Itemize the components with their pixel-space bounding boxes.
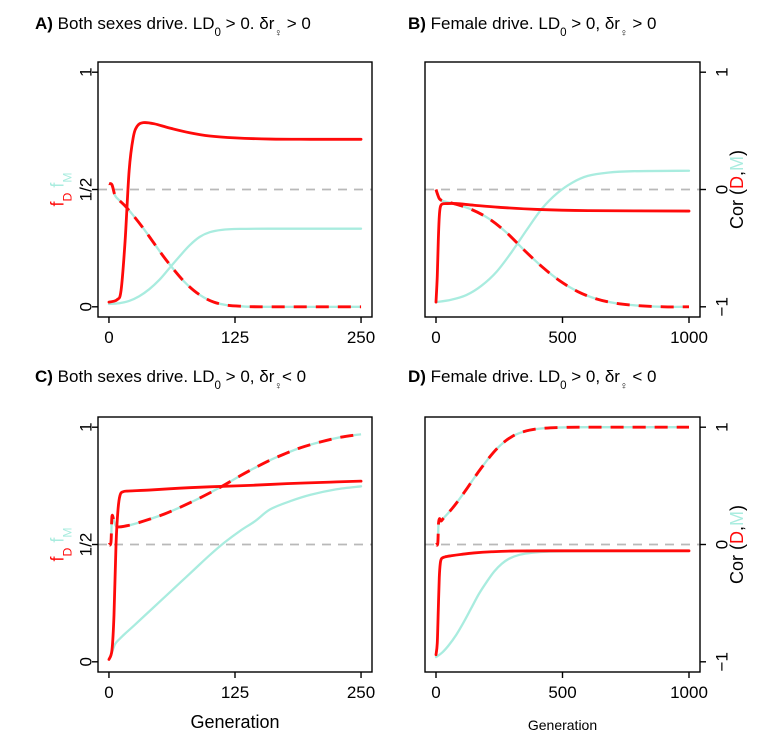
panel-c-title: C) Both sexes drive. LD0 > 0, δr♀< 0 [35, 367, 307, 393]
x-tick-label: 1000 [670, 328, 708, 347]
curve-fd [434, 549, 691, 657]
plot-border [424, 416, 701, 673]
left-axis-label-row1: fD fM [47, 172, 75, 207]
panel-d-plot: 0 500 1000 −1 0 1 [424, 416, 732, 702]
x-tick-label: 250 [347, 328, 375, 347]
curve-fd [107, 121, 363, 304]
y-tick-label: 1 [713, 67, 732, 76]
panel-a-letter: A) [35, 14, 53, 33]
curve-fm [434, 169, 691, 304]
x-axis-label-d: Generation [527, 717, 598, 733]
x-tick-label: 0 [431, 683, 440, 702]
correlation-curve-dashed [108, 182, 362, 309]
y-tick-label: 1 [713, 422, 732, 431]
y-tick-label: 0 [77, 657, 96, 666]
correlation-curve-underlay [434, 189, 690, 309]
y-tick-label: 0 [77, 302, 96, 311]
panel-d-title: D) Female drive. LD0 > 0, δr♀ < 0 [408, 367, 657, 393]
correlation-curve-underlay [434, 426, 690, 547]
curve-fm [107, 485, 363, 661]
left-axis-label-row2: fD fM [47, 527, 75, 562]
y-tick-label: 0 [713, 540, 732, 549]
curves-group [434, 169, 691, 309]
correlation-curve-underlay [108, 182, 362, 308]
x-tick-label: 500 [548, 683, 576, 702]
x-tick-label: 250 [347, 683, 375, 702]
y-tick-label: 1/2 [77, 533, 96, 557]
panel-b-plot: 0 500 1000 −1 0 1 [424, 61, 732, 347]
y-tick-label: 1/2 [77, 178, 96, 202]
panel-c-letter: C) [35, 367, 53, 386]
curve-fd [107, 479, 363, 661]
panel-b-letter: B) [408, 14, 426, 33]
curves-group [107, 121, 363, 309]
x-tick-label: 125 [221, 328, 249, 347]
curves-group [107, 432, 363, 661]
panel-c-plot: 0 125 250 0 1/2 1 [77, 416, 375, 702]
x-tick-label: 0 [431, 328, 440, 347]
curve-fm [434, 549, 691, 659]
panel-a-plot: 0 125 250 0 1/2 1 [77, 61, 375, 347]
panel-a-title: A) Both sexes drive. LD0 > 0. δr♀ > 0 [35, 14, 311, 40]
curves-group [434, 425, 691, 659]
panel-d-letter: D) [408, 367, 426, 386]
curve-fd [434, 202, 691, 304]
panel-b-title: B) Female drive. LD0 > 0, δr♀ > 0 [408, 14, 657, 40]
y-tick-label: 1 [77, 422, 96, 431]
correlation-curve-dashed [107, 432, 362, 547]
y-tick-label: −1 [713, 297, 732, 316]
x-tick-label: 0 [104, 683, 113, 702]
y-tick-label: −1 [713, 652, 732, 671]
x-tick-label: 0 [104, 328, 113, 347]
correlation-curve-dashed [434, 425, 690, 547]
x-tick-label: 125 [221, 683, 249, 702]
x-axis-label-c: Generation [190, 712, 280, 732]
curve-fm [107, 227, 363, 306]
y-tick-label: 0 [713, 185, 732, 194]
x-tick-label: 500 [548, 328, 576, 347]
correlation-curve-dashed [434, 189, 690, 309]
x-tick-label: 1000 [670, 683, 708, 702]
y-tick-label: 1 [77, 67, 96, 76]
